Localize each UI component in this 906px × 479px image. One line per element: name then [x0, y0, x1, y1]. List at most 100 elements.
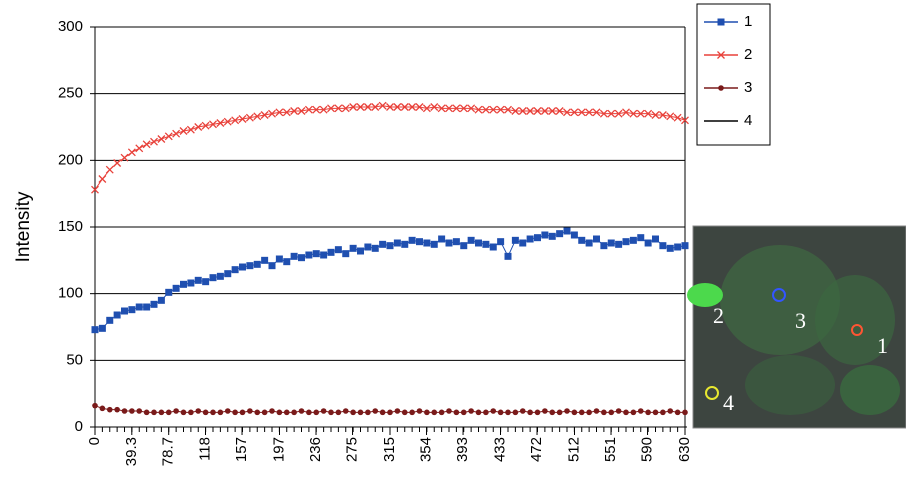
point	[239, 264, 246, 271]
point	[535, 410, 541, 416]
point	[682, 242, 689, 249]
chart: Intensity 2 3 1 4 050100150200250300039.…	[0, 0, 906, 479]
point	[306, 410, 312, 416]
point	[631, 410, 637, 416]
legend-label: 3	[744, 79, 752, 96]
x-tick-label: 433	[491, 437, 508, 462]
point	[350, 245, 357, 252]
cell	[745, 355, 835, 415]
point	[653, 410, 659, 416]
x-tick-label: 0	[86, 437, 103, 445]
point	[490, 244, 497, 251]
point	[254, 410, 260, 416]
point	[276, 256, 283, 263]
x-tick-label: 590	[639, 437, 656, 462]
legend-label: 4	[744, 112, 752, 129]
point	[166, 410, 172, 416]
point	[402, 410, 408, 416]
legend-label: 2	[744, 46, 752, 63]
point	[513, 410, 519, 416]
point	[601, 410, 607, 416]
point	[225, 408, 231, 414]
x-tick-label: 197	[270, 437, 287, 462]
point	[106, 317, 113, 324]
point	[181, 410, 187, 416]
y-tick-label: 50	[66, 351, 83, 368]
point	[423, 240, 430, 247]
point	[291, 410, 297, 416]
legend-label: 1	[744, 13, 752, 30]
point	[121, 308, 128, 315]
point	[180, 281, 187, 288]
point	[608, 410, 614, 416]
point	[579, 410, 585, 416]
point	[151, 138, 158, 145]
point	[520, 408, 526, 414]
point	[578, 237, 585, 244]
point	[217, 273, 224, 280]
point	[143, 141, 150, 148]
x-tick-label: 157	[233, 437, 250, 462]
point	[284, 410, 290, 416]
point	[143, 304, 150, 311]
point	[586, 410, 592, 416]
x-tick-label: 275	[344, 437, 361, 462]
point	[460, 242, 467, 249]
point	[144, 410, 150, 416]
point	[114, 407, 120, 413]
point	[512, 237, 519, 244]
point	[564, 408, 570, 414]
point	[269, 408, 275, 414]
point	[165, 289, 172, 296]
point	[667, 245, 674, 252]
point	[409, 410, 415, 416]
point	[630, 237, 637, 244]
point	[99, 325, 106, 332]
point	[468, 237, 475, 244]
point	[158, 297, 165, 304]
point	[136, 408, 142, 414]
point	[527, 236, 534, 243]
point	[461, 410, 467, 416]
y-tick-label: 100	[58, 285, 83, 302]
point	[438, 236, 445, 243]
point	[336, 410, 342, 416]
point	[335, 246, 342, 253]
point	[616, 408, 622, 414]
point	[343, 408, 349, 414]
point	[564, 228, 571, 235]
point	[365, 410, 371, 416]
point	[482, 241, 489, 248]
point	[571, 232, 578, 239]
point	[187, 280, 194, 287]
point	[475, 240, 482, 247]
inset-label: 1	[877, 333, 888, 358]
point	[409, 237, 416, 244]
point	[158, 136, 165, 143]
point	[623, 410, 629, 416]
point	[218, 410, 224, 416]
point	[320, 252, 327, 259]
point	[637, 234, 644, 241]
point	[100, 406, 106, 412]
point	[136, 304, 143, 311]
point	[519, 240, 526, 247]
point	[498, 410, 504, 416]
point	[394, 240, 401, 247]
point	[136, 145, 143, 152]
series-line	[95, 106, 685, 190]
point	[549, 410, 555, 416]
point	[232, 266, 239, 273]
point	[645, 240, 652, 247]
point	[682, 410, 688, 416]
point	[534, 234, 541, 241]
point	[240, 410, 246, 416]
point	[151, 410, 157, 416]
point	[106, 166, 113, 173]
point	[417, 408, 423, 414]
point	[122, 408, 128, 414]
point	[254, 261, 261, 268]
point	[328, 410, 334, 416]
point	[667, 408, 673, 414]
point	[261, 257, 268, 264]
